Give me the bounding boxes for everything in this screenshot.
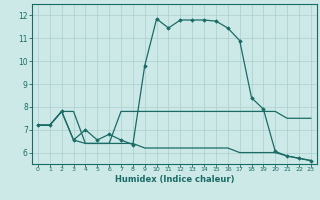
X-axis label: Humidex (Indice chaleur): Humidex (Indice chaleur): [115, 175, 234, 184]
